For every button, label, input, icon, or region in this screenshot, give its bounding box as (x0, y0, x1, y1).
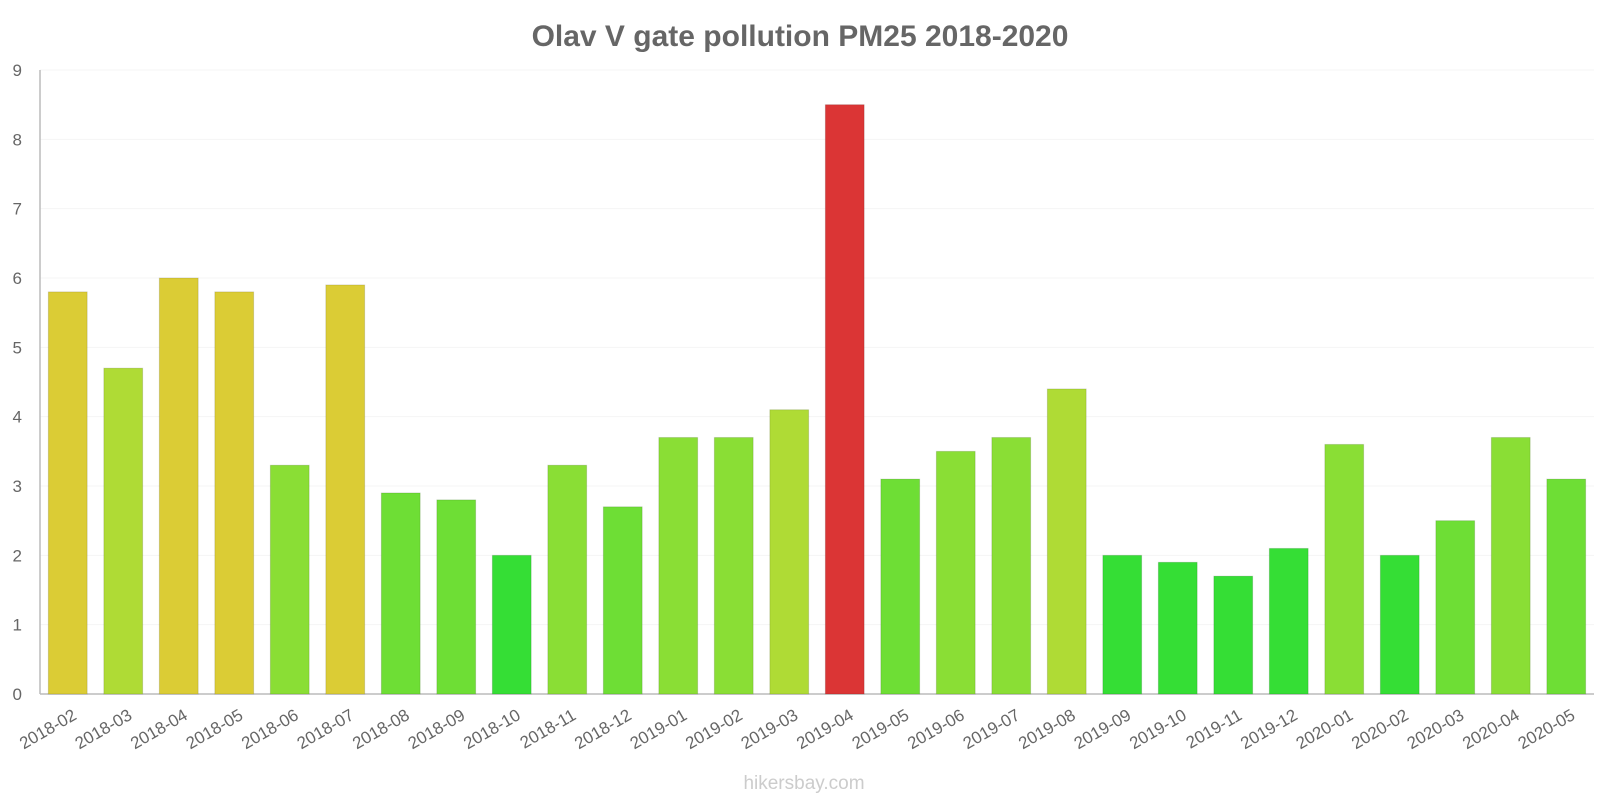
x-tick-label: 2018-06 (238, 705, 302, 753)
bar-2020-01 (1324, 443, 1365, 695)
bar-2018-12 (602, 506, 643, 695)
bar-2019-10 (1157, 561, 1198, 695)
y-tick-label: 4 (13, 408, 22, 427)
x-axis-ticks: 2018-022018-032018-042018-052018-062018-… (16, 705, 1578, 753)
x-tick-label: 2018-12 (571, 705, 635, 753)
bar-2018-10 (491, 554, 532, 695)
x-tick-label: 2019-06 (904, 705, 968, 753)
x-tick-label: 2018-08 (349, 705, 413, 753)
x-tick-label: 2019-05 (849, 705, 913, 753)
x-tick-label: 2019-01 (627, 705, 691, 753)
x-tick-label: 2020-01 (1293, 705, 1357, 753)
y-tick-label: 9 (13, 61, 22, 80)
bar-2018-08 (380, 492, 421, 695)
x-tick-label: 2020-05 (1515, 705, 1579, 753)
bar-2020-02 (1379, 554, 1420, 695)
x-tick-label: 2019-11 (1183, 705, 1245, 752)
x-tick-label: 2020-03 (1404, 705, 1468, 753)
x-tick-label: 2018-11 (517, 705, 579, 752)
bars (47, 104, 1587, 695)
x-tick-label: 2019-09 (1071, 705, 1135, 753)
x-tick-label: 2020-02 (1348, 705, 1412, 753)
bar-2018-05 (214, 291, 255, 695)
y-tick-label: 0 (13, 685, 22, 704)
x-tick-label: 2018-05 (183, 705, 247, 753)
y-tick-label: 2 (13, 546, 22, 565)
bar-2018-04 (158, 277, 199, 695)
bar-2019-01 (658, 436, 699, 695)
bar-2019-12 (1268, 547, 1309, 695)
bar-2018-07 (325, 284, 366, 695)
bar-2018-02 (47, 291, 88, 695)
bar-2019-11 (1213, 575, 1254, 695)
bar-2019-02 (713, 436, 754, 695)
y-tick-label: 8 (13, 130, 22, 149)
bar-2019-05 (880, 478, 921, 695)
chart-title: Olav V gate pollution PM25 2018-2020 (532, 20, 1069, 53)
x-tick-label: 2019-07 (960, 705, 1024, 753)
x-tick-label: 2019-12 (1237, 705, 1301, 753)
x-tick-label: 2019-08 (1015, 705, 1079, 753)
x-tick-label: 2018-07 (294, 705, 358, 753)
bar-2019-07 (991, 436, 1032, 695)
bar-2018-11 (547, 464, 588, 695)
bar-2018-06 (269, 464, 310, 695)
y-tick-label: 1 (13, 616, 22, 635)
y-tick-label: 7 (13, 200, 22, 219)
bar-2019-04 (824, 104, 865, 695)
x-tick-label: 2020-04 (1459, 705, 1523, 753)
x-tick-label: 2018-09 (405, 705, 469, 753)
bar-2018-03 (103, 367, 144, 695)
y-tick-label: 3 (13, 477, 22, 496)
x-tick-label: 2019-04 (793, 705, 857, 753)
x-tick-label: 2019-02 (682, 705, 746, 753)
x-tick-label: 2018-10 (460, 705, 524, 753)
x-tick-label: 2019-10 (1126, 705, 1190, 753)
bar-2020-04 (1490, 436, 1531, 695)
bar-2019-09 (1102, 554, 1143, 695)
bar-2020-03 (1435, 520, 1476, 695)
y-tick-label: 5 (13, 338, 22, 357)
watermark: hikersbay.com (743, 773, 864, 794)
y-axis-ticks: 0 1 2 3 4 5 6 7 8 9 (13, 61, 22, 704)
y-tick-label: 6 (13, 269, 22, 288)
bar-2019-08 (1046, 388, 1087, 695)
bar-2019-03 (769, 409, 810, 695)
bar-2018-09 (436, 499, 477, 695)
x-tick-label: 2018-03 (72, 705, 136, 753)
bar-2019-06 (935, 450, 976, 695)
x-tick-label: 2019-03 (738, 705, 802, 753)
bar-2020-05 (1546, 478, 1587, 695)
x-tick-label: 2018-02 (16, 705, 80, 753)
x-tick-label: 2018-04 (127, 705, 191, 753)
